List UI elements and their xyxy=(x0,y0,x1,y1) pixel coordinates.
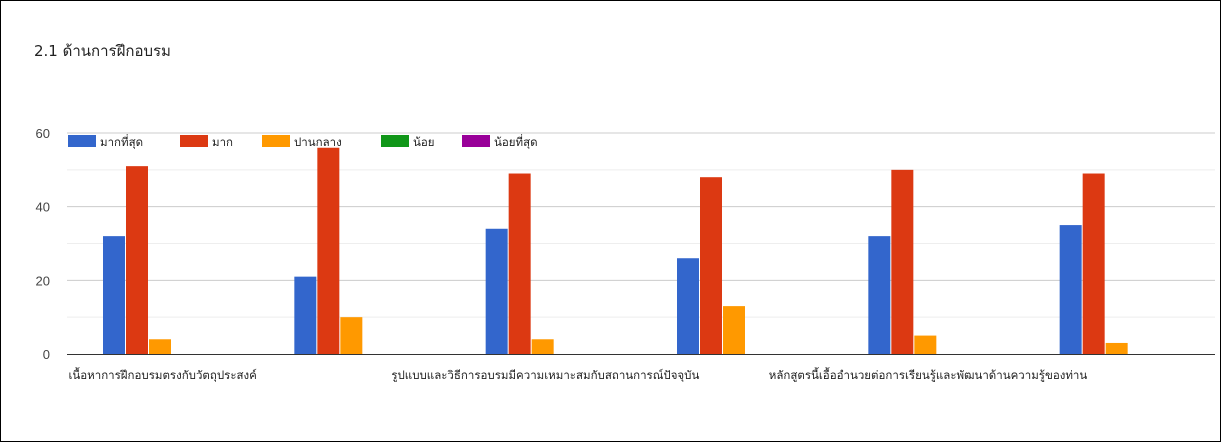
legend-label: มากที่สุด xyxy=(100,134,143,149)
y-tick-label: 60 xyxy=(36,126,50,141)
bar-0-2 xyxy=(485,228,508,354)
legend-label: น้อยที่สุด xyxy=(494,134,538,149)
legend-label: มาก xyxy=(212,135,233,149)
y-tick-label: 40 xyxy=(36,200,50,215)
bar-1-2 xyxy=(508,173,531,354)
bar-2-5 xyxy=(1105,342,1128,354)
y-tick-label: 0 xyxy=(43,347,50,362)
x-category-label: เนื้อหาการฝึกอบรมตรงกับวัตถุประสงค์ xyxy=(68,367,256,382)
legend-swatch xyxy=(262,135,290,147)
bar-1-3 xyxy=(700,177,722,354)
bar-2-4 xyxy=(914,335,937,354)
legend-swatch xyxy=(68,135,96,147)
bar-2-1 xyxy=(340,317,363,354)
bar-1-4 xyxy=(891,169,914,354)
bar-0-5 xyxy=(1059,225,1082,354)
bar-1-1 xyxy=(317,147,340,354)
bar-1-5 xyxy=(1082,173,1105,354)
bar-1-0 xyxy=(126,166,148,354)
bar-0-4 xyxy=(868,236,891,354)
bar-0-0 xyxy=(103,236,125,354)
legend-label: น้อย xyxy=(413,135,435,149)
bar-2-2 xyxy=(531,339,554,354)
bar-0-3 xyxy=(677,258,699,354)
bar-0-1 xyxy=(294,276,317,354)
x-category-label: หลักสูตรนี้เอื้ออำนวยต่อการเรียนรู้และพั… xyxy=(769,367,1088,382)
legend-label: ปานกลาง xyxy=(294,135,342,149)
bar-2-3 xyxy=(723,306,745,354)
legend-swatch xyxy=(462,135,490,147)
bar-2-0 xyxy=(149,339,171,354)
x-category-label: รูปแบบและวิธีการอบรมมีความเหมาะสมกับสถาน… xyxy=(391,368,699,382)
legend-swatch xyxy=(381,135,409,147)
legend-swatch xyxy=(180,135,208,147)
y-tick-label: 20 xyxy=(36,273,50,288)
chart-title: 2.1 ด้านการฝึกอบรม xyxy=(34,42,171,60)
